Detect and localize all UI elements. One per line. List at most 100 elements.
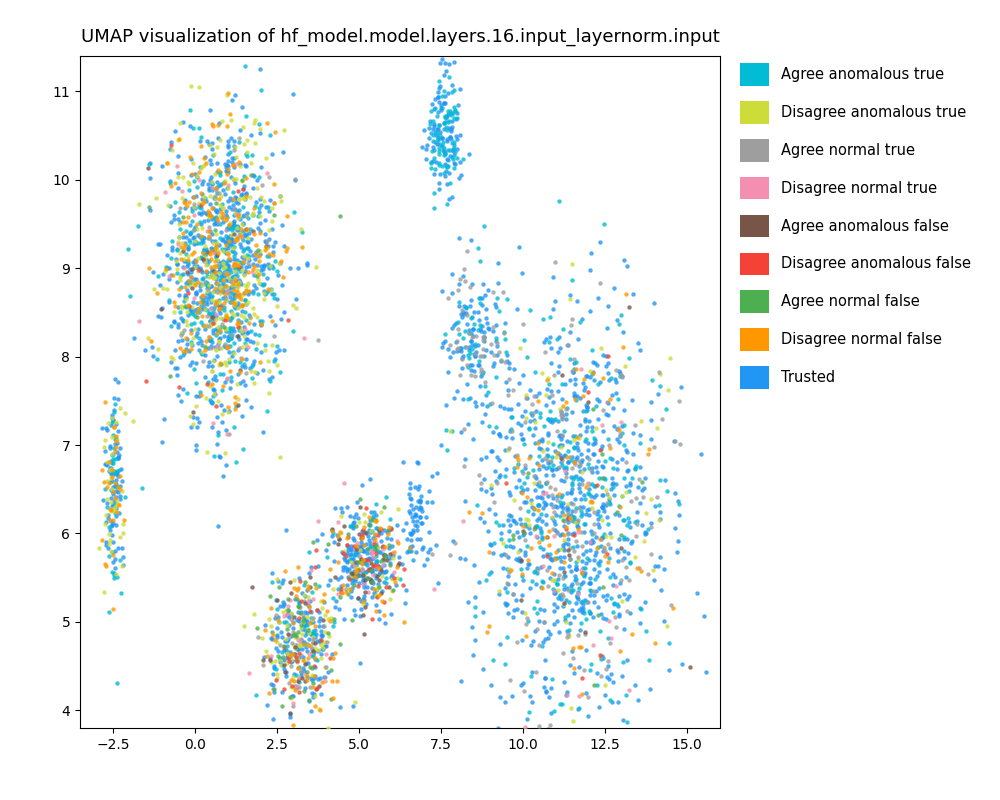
Point	[232, 366, 248, 378]
Point	[605, 477, 621, 490]
Point	[570, 514, 586, 526]
Point	[311, 679, 327, 692]
Point	[279, 618, 295, 631]
Point	[347, 549, 363, 562]
Point	[305, 634, 321, 647]
Point	[439, 178, 455, 190]
Point	[240, 326, 256, 338]
Point	[605, 568, 621, 581]
Point	[218, 322, 234, 335]
Point	[266, 197, 282, 210]
Point	[362, 572, 378, 585]
Point	[627, 418, 643, 431]
Point	[169, 242, 185, 255]
Point	[264, 314, 280, 327]
Point	[566, 456, 582, 469]
Point	[172, 342, 188, 354]
Point	[300, 594, 316, 607]
Point	[674, 658, 690, 670]
Point	[213, 358, 229, 370]
Point	[268, 346, 284, 358]
Point	[178, 342, 194, 355]
Point	[590, 513, 606, 526]
Point	[335, 560, 351, 573]
Point	[653, 583, 669, 596]
Point	[242, 312, 258, 325]
Point	[532, 736, 548, 749]
Point	[547, 585, 563, 598]
Point	[205, 317, 221, 330]
Point	[238, 188, 254, 201]
Point	[202, 198, 218, 210]
Point	[109, 494, 125, 506]
Point	[500, 384, 516, 397]
Point	[268, 609, 284, 622]
Point	[357, 554, 373, 566]
Point	[332, 210, 348, 222]
Point	[198, 207, 214, 220]
Point	[190, 275, 206, 288]
Point	[157, 265, 173, 278]
Point	[622, 607, 638, 620]
Point	[279, 634, 295, 647]
Point	[105, 488, 121, 501]
Point	[505, 588, 521, 601]
Point	[367, 542, 383, 555]
Point	[247, 137, 263, 150]
Point	[560, 527, 576, 540]
Point	[162, 143, 178, 156]
Point	[585, 610, 601, 623]
Point	[236, 251, 252, 264]
Point	[162, 370, 178, 382]
Point	[224, 307, 240, 320]
Point	[196, 244, 212, 257]
Point	[218, 274, 234, 286]
Point	[288, 682, 304, 694]
Point	[169, 160, 185, 173]
Point	[194, 278, 210, 291]
Point	[410, 494, 426, 507]
Point	[569, 451, 585, 464]
Point	[105, 517, 121, 530]
Point	[437, 110, 453, 122]
Point	[485, 546, 501, 559]
Point	[465, 433, 481, 446]
Point	[471, 358, 487, 371]
Point	[565, 642, 581, 655]
Point	[533, 507, 549, 520]
Point	[568, 562, 584, 575]
Point	[322, 652, 338, 665]
Point	[438, 160, 454, 173]
Point	[324, 525, 340, 538]
Point	[302, 594, 318, 607]
Point	[221, 251, 237, 264]
Point	[370, 562, 386, 574]
Point	[191, 306, 207, 318]
Point	[572, 428, 588, 441]
Point	[242, 245, 258, 258]
Point	[181, 183, 197, 196]
Point	[280, 604, 296, 617]
Point	[203, 242, 219, 254]
Point	[169, 276, 185, 289]
Point	[236, 330, 252, 342]
Point	[104, 411, 120, 424]
Point	[219, 182, 235, 194]
Point	[466, 348, 482, 361]
Point	[203, 158, 219, 170]
Point	[544, 464, 560, 477]
Point	[376, 595, 392, 608]
Point	[619, 592, 635, 605]
Point	[641, 654, 657, 667]
Point	[104, 474, 120, 487]
Point	[182, 236, 198, 249]
Point	[174, 185, 190, 198]
Point	[593, 533, 609, 546]
Point	[188, 438, 204, 451]
Point	[479, 317, 495, 330]
Point	[276, 610, 292, 622]
Point	[527, 522, 543, 534]
Point	[467, 337, 483, 350]
Point	[427, 163, 443, 176]
Point	[363, 575, 379, 588]
